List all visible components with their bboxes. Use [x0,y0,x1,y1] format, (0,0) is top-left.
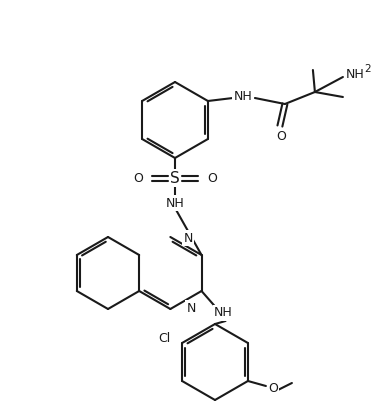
Text: NH: NH [233,89,252,103]
Text: O: O [276,131,286,143]
Text: NH: NH [214,307,233,319]
Text: Cl: Cl [158,332,170,344]
Text: O: O [268,382,278,396]
Text: 2: 2 [365,64,371,74]
Text: N: N [186,302,196,314]
Text: O: O [207,171,217,185]
Text: O: O [133,171,143,185]
Text: S: S [170,171,180,185]
Text: NH: NH [346,68,364,80]
Text: N: N [183,232,193,244]
Text: NH: NH [166,197,184,209]
